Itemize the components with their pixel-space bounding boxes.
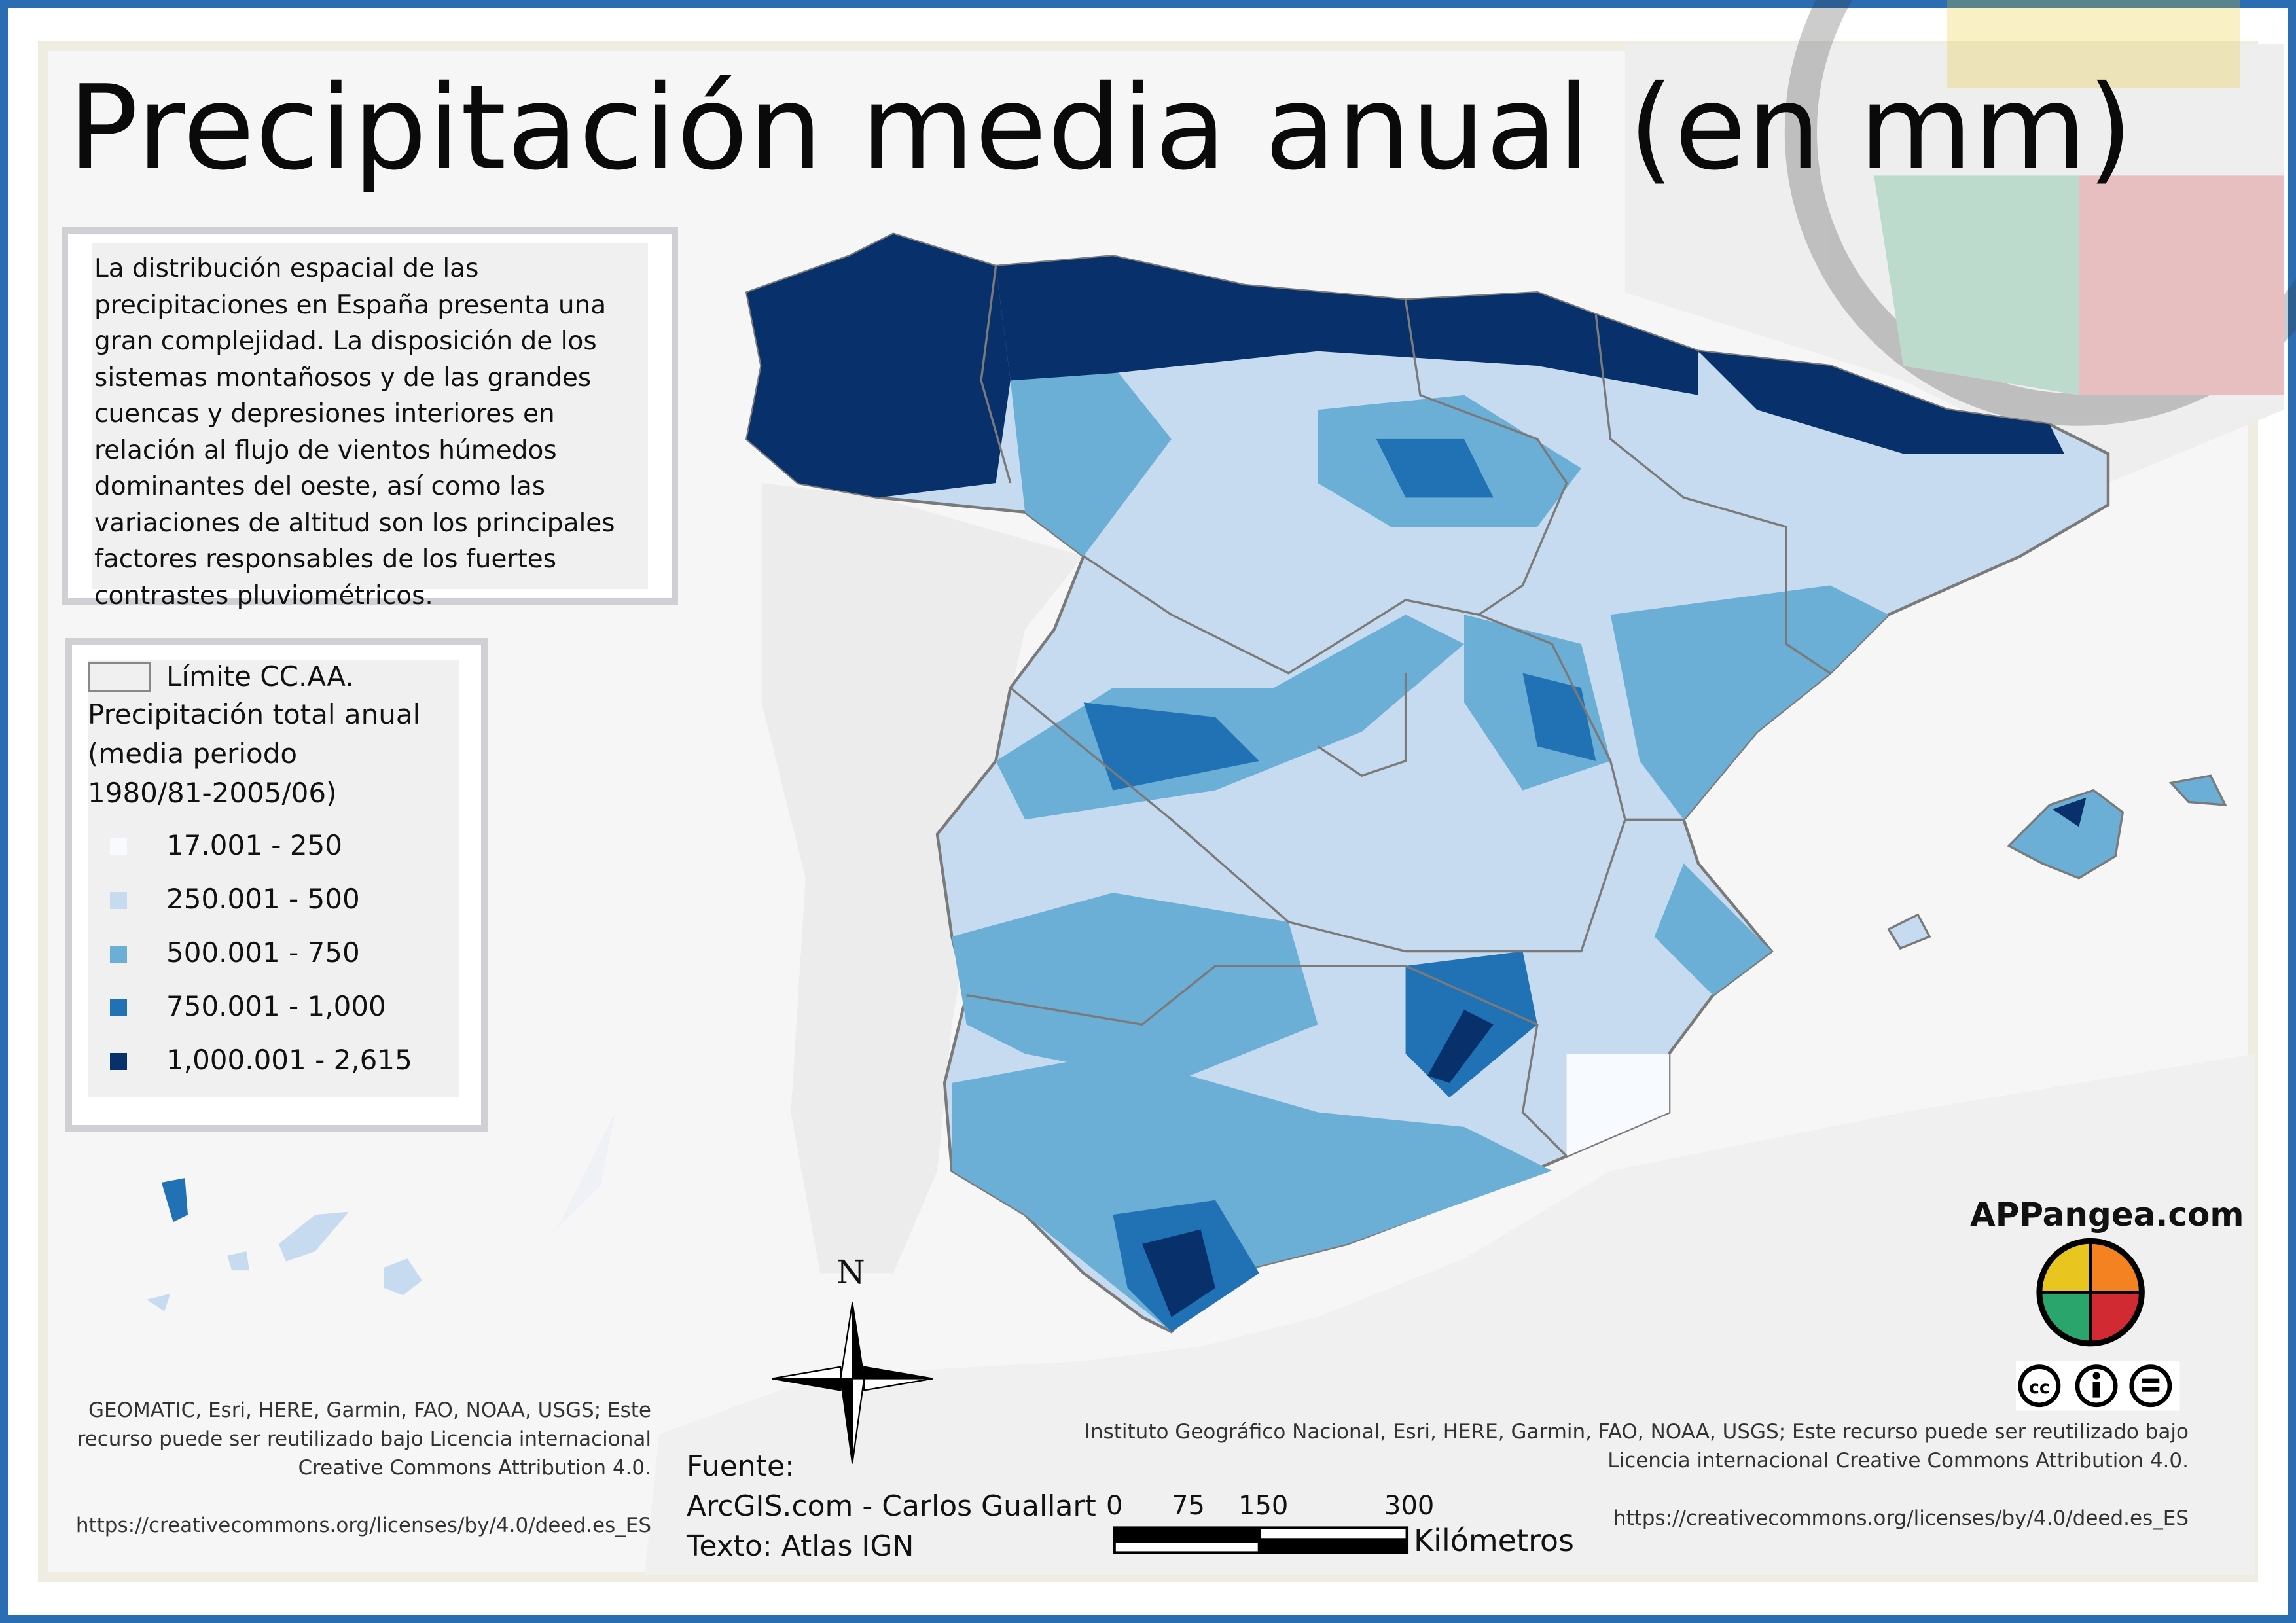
legend-boundary-label: Límite CC.AA.: [166, 660, 354, 692]
boundary-swatch: [88, 662, 151, 692]
description-box: La distribución espacial de las precipit…: [62, 227, 678, 611]
source-line-2: Texto: Atlas IGN: [687, 1529, 914, 1563]
precipitation-zones: [747, 234, 2064, 1332]
menorca: [2168, 774, 2227, 806]
legend-class-1: 17.001 - 250: [166, 829, 342, 861]
legend-class-4: 750.001 - 1,000: [166, 990, 386, 1022]
description-text: La distribución espacial de las precipit…: [92, 243, 648, 611]
credit-left-url[interactable]: https://creativecommons.org/licenses/by/…: [75, 1514, 651, 1537]
portugal-landmass: [761, 482, 1084, 1274]
legend-class-3: 500.001 - 750: [166, 936, 360, 969]
source-line-1: ArcGIS.com - Carlos Guallart: [687, 1489, 1096, 1523]
mallorca-high-zone: [2053, 797, 2087, 827]
credit-right-line-2: Licencia internacional Creative Commons …: [1607, 1449, 2189, 1472]
source-block: Fuente: ArcGIS.com - Carlos Guallart Tex…: [687, 1446, 1096, 1566]
attribution-icon: [2075, 1364, 2118, 1408]
source-heading: Fuente:: [687, 1450, 795, 1483]
legend-swatch-2: [110, 892, 127, 909]
svg-text:cc: cc: [2029, 1378, 2050, 1398]
cc-icon: cc: [2018, 1364, 2061, 1408]
scale-tick-150: 150: [1238, 1491, 1289, 1521]
credit-right-url[interactable]: https://creativecommons.org/licenses/by/…: [1613, 1507, 2189, 1530]
brand-name: APPangea.com: [1970, 1196, 2244, 1234]
mallorca: [2007, 789, 2125, 880]
page-title: Precipitación media anual (en mm): [68, 60, 2134, 196]
scale-bar: [1113, 1526, 1409, 1554]
africa-landmass: [644, 1054, 2255, 1575]
scale-tick-0: 0: [1106, 1491, 1123, 1521]
watermark-logo: [1784, 0, 2296, 426]
legend-class-5: 1,000.001 - 2,615: [166, 1044, 412, 1076]
legend-heading-3: 1980/81-2005/06): [88, 777, 337, 809]
north-label: N: [836, 1253, 865, 1291]
legend: Límite CC.AA. Precipitación total anual …: [65, 638, 488, 1132]
scale-unit: Kilómetros: [1414, 1523, 1575, 1558]
ibiza: [1887, 913, 1931, 950]
france-landmass: [1464, 44, 2284, 483]
credit-left-line-3: Creative Commons Attribution 4.0.: [298, 1456, 652, 1480]
ccaa-boundaries: [966, 266, 1831, 1157]
legend-heading-1: Precipitación total anual: [88, 698, 421, 730]
legend-swatch-5: [110, 1053, 127, 1070]
compass-rose-icon: [772, 1302, 933, 1464]
legend-class-2: 250.001 - 500: [166, 883, 360, 915]
credit-right-line-1: Instituto Geográfico Nacional, Esri, HER…: [1084, 1420, 2189, 1444]
no-derivatives-icon: [2129, 1364, 2172, 1408]
legend-swatch-4: [110, 999, 127, 1016]
credits-left: GEOMATIC, Esri, HERE, Garmin, FAO, NOAA,…: [76, 1396, 651, 1540]
credit-left-line-2: recurso puede ser reutilizado bajo Licen…: [77, 1427, 651, 1451]
canary-islands: [147, 1112, 616, 1311]
credit-left-line-1: GEOMATIC, Esri, HERE, Garmin, FAO, NOAA,…: [88, 1399, 651, 1422]
scale-tick-300: 300: [1384, 1491, 1435, 1521]
appangea-logo: [2036, 1238, 2145, 1347]
legend-heading-2: (media periodo: [88, 738, 298, 770]
credits-right: Instituto Geográfico Nacional, Esri, HER…: [1085, 1418, 2189, 1533]
legend-swatch-1: [110, 838, 127, 855]
license-icons: cc: [2016, 1361, 2180, 1411]
legend-swatch-3: [110, 946, 127, 963]
scale-tick-75: 75: [1172, 1491, 1205, 1521]
